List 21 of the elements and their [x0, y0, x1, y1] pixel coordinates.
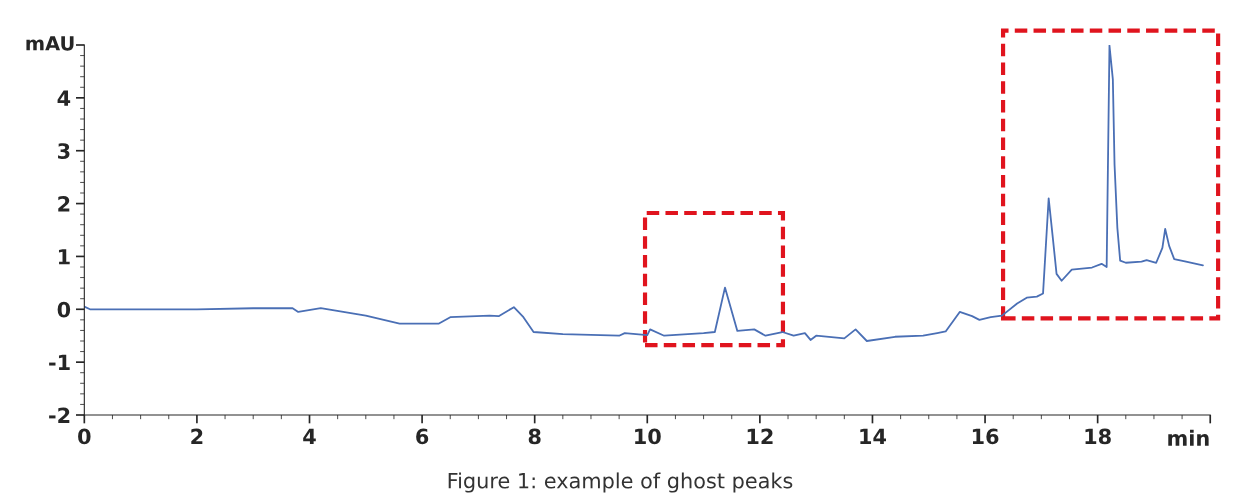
caption: Figure 1: example of ghost peaks [448, 472, 793, 493]
x-axis-title: min [1168, 429, 1209, 446]
y-tick-label: 4 [57, 90, 71, 106]
x-tick-label: 2 [191, 428, 203, 445]
line-series [84, 45, 1204, 342]
y-tick-label: 2 [58, 196, 70, 212]
y-tick-label: 0 [57, 301, 71, 318]
x-tick-label: 16 [972, 428, 999, 445]
x-tick-label: 6 [416, 428, 429, 445]
x-tick-label: 4 [303, 428, 316, 445]
x-tick-label: 8 [528, 428, 541, 445]
y-tick-label: -2 [49, 407, 70, 423]
y-tick-label: 3 [58, 143, 70, 159]
x-tick-label: 0 [78, 428, 91, 445]
y-tick-label: 1 [58, 249, 70, 265]
x-tick-label: 12 [747, 428, 773, 445]
x-tick-label: 18 [1085, 428, 1111, 445]
x-tick-label: 10 [635, 428, 661, 445]
x-tick-label: 14 [860, 428, 886, 445]
y-tick-label: -1 [49, 354, 70, 371]
y-axis-title: mAU [26, 36, 74, 51]
